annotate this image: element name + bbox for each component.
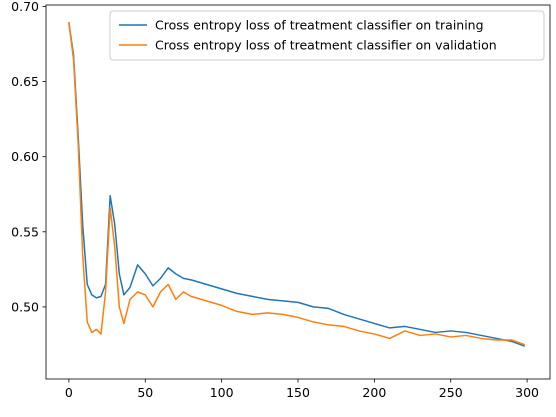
x-tick-label: 150 bbox=[286, 385, 310, 400]
y-tick-label: 0.70 bbox=[11, 0, 39, 14]
x-tick-label: 50 bbox=[137, 385, 153, 400]
y-tick-label: 0.65 bbox=[11, 74, 39, 89]
plot-area bbox=[46, 5, 550, 379]
series-layer bbox=[68, 22, 526, 347]
x-tick-label: 200 bbox=[362, 385, 386, 400]
legend: Cross entropy loss of treatment classifi… bbox=[109, 10, 545, 61]
legend-label: Cross entropy loss of treatment classifi… bbox=[155, 18, 484, 33]
axes-layer: 0 50 100 150 200 250 300 0.50 0.55 0.60 0.65 0.70 bbox=[11, 0, 551, 400]
y-tick-label: 0.55 bbox=[11, 224, 39, 239]
x-tick-label: 0 bbox=[65, 385, 73, 400]
x-tick-label: 250 bbox=[439, 385, 463, 400]
series-line-training bbox=[68, 22, 526, 347]
legend-label: Cross entropy loss of treatment classifi… bbox=[155, 38, 497, 53]
y-tick-label: 0.60 bbox=[11, 149, 39, 164]
x-tick-label: 300 bbox=[515, 385, 539, 400]
x-tick-label: 100 bbox=[210, 385, 234, 400]
series-line-validation bbox=[68, 22, 526, 346]
legend-box bbox=[109, 10, 545, 61]
y-tick-label: 0.50 bbox=[11, 299, 39, 314]
